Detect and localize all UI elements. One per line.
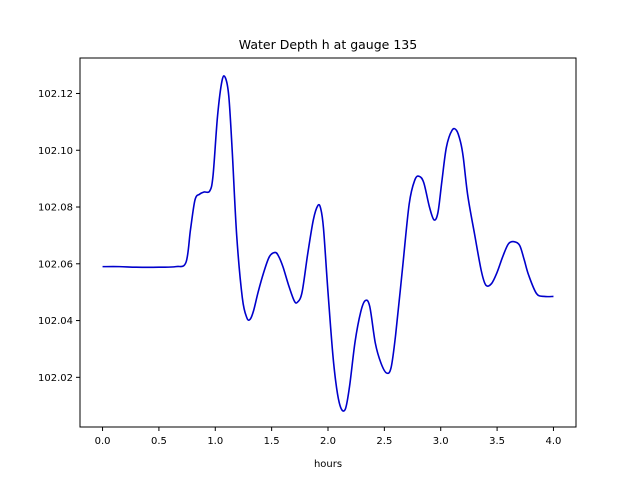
plot-frame [79,57,577,428]
x-tick-label: 3.0 [433,436,449,447]
x-axis: 0.0 0.5 1.0 1.5 2.0 2.5 3.0 3.5 4.0 [95,427,562,447]
y-tick-label: 102.08 [38,203,73,214]
y-tick-label: 102.04 [38,316,73,327]
chart-title: Water Depth h at gauge 135 [239,37,417,52]
series-line-water-depth [102,75,554,412]
y-tick-label: 102.02 [38,373,73,384]
y-tick-label: 102.06 [38,259,73,270]
x-tick-label: 2.0 [320,436,336,447]
x-tick-label: 4.0 [546,436,562,447]
x-axis-label: hours [314,459,342,470]
x-tick-label: 1.0 [207,436,223,447]
plot-area [79,57,577,428]
x-tick-label: 0.0 [95,436,111,447]
x-tick-label: 3.5 [489,436,505,447]
x-tick-label: 0.5 [151,436,167,447]
y-tick-label: 102.10 [38,146,73,157]
y-tick-label: 102.12 [38,89,73,100]
x-tick-label: 2.5 [376,436,392,447]
x-tick-label: 1.5 [264,436,280,447]
y-axis: 102.02 102.04 102.06 102.08 102.10 102.12 [38,89,80,384]
